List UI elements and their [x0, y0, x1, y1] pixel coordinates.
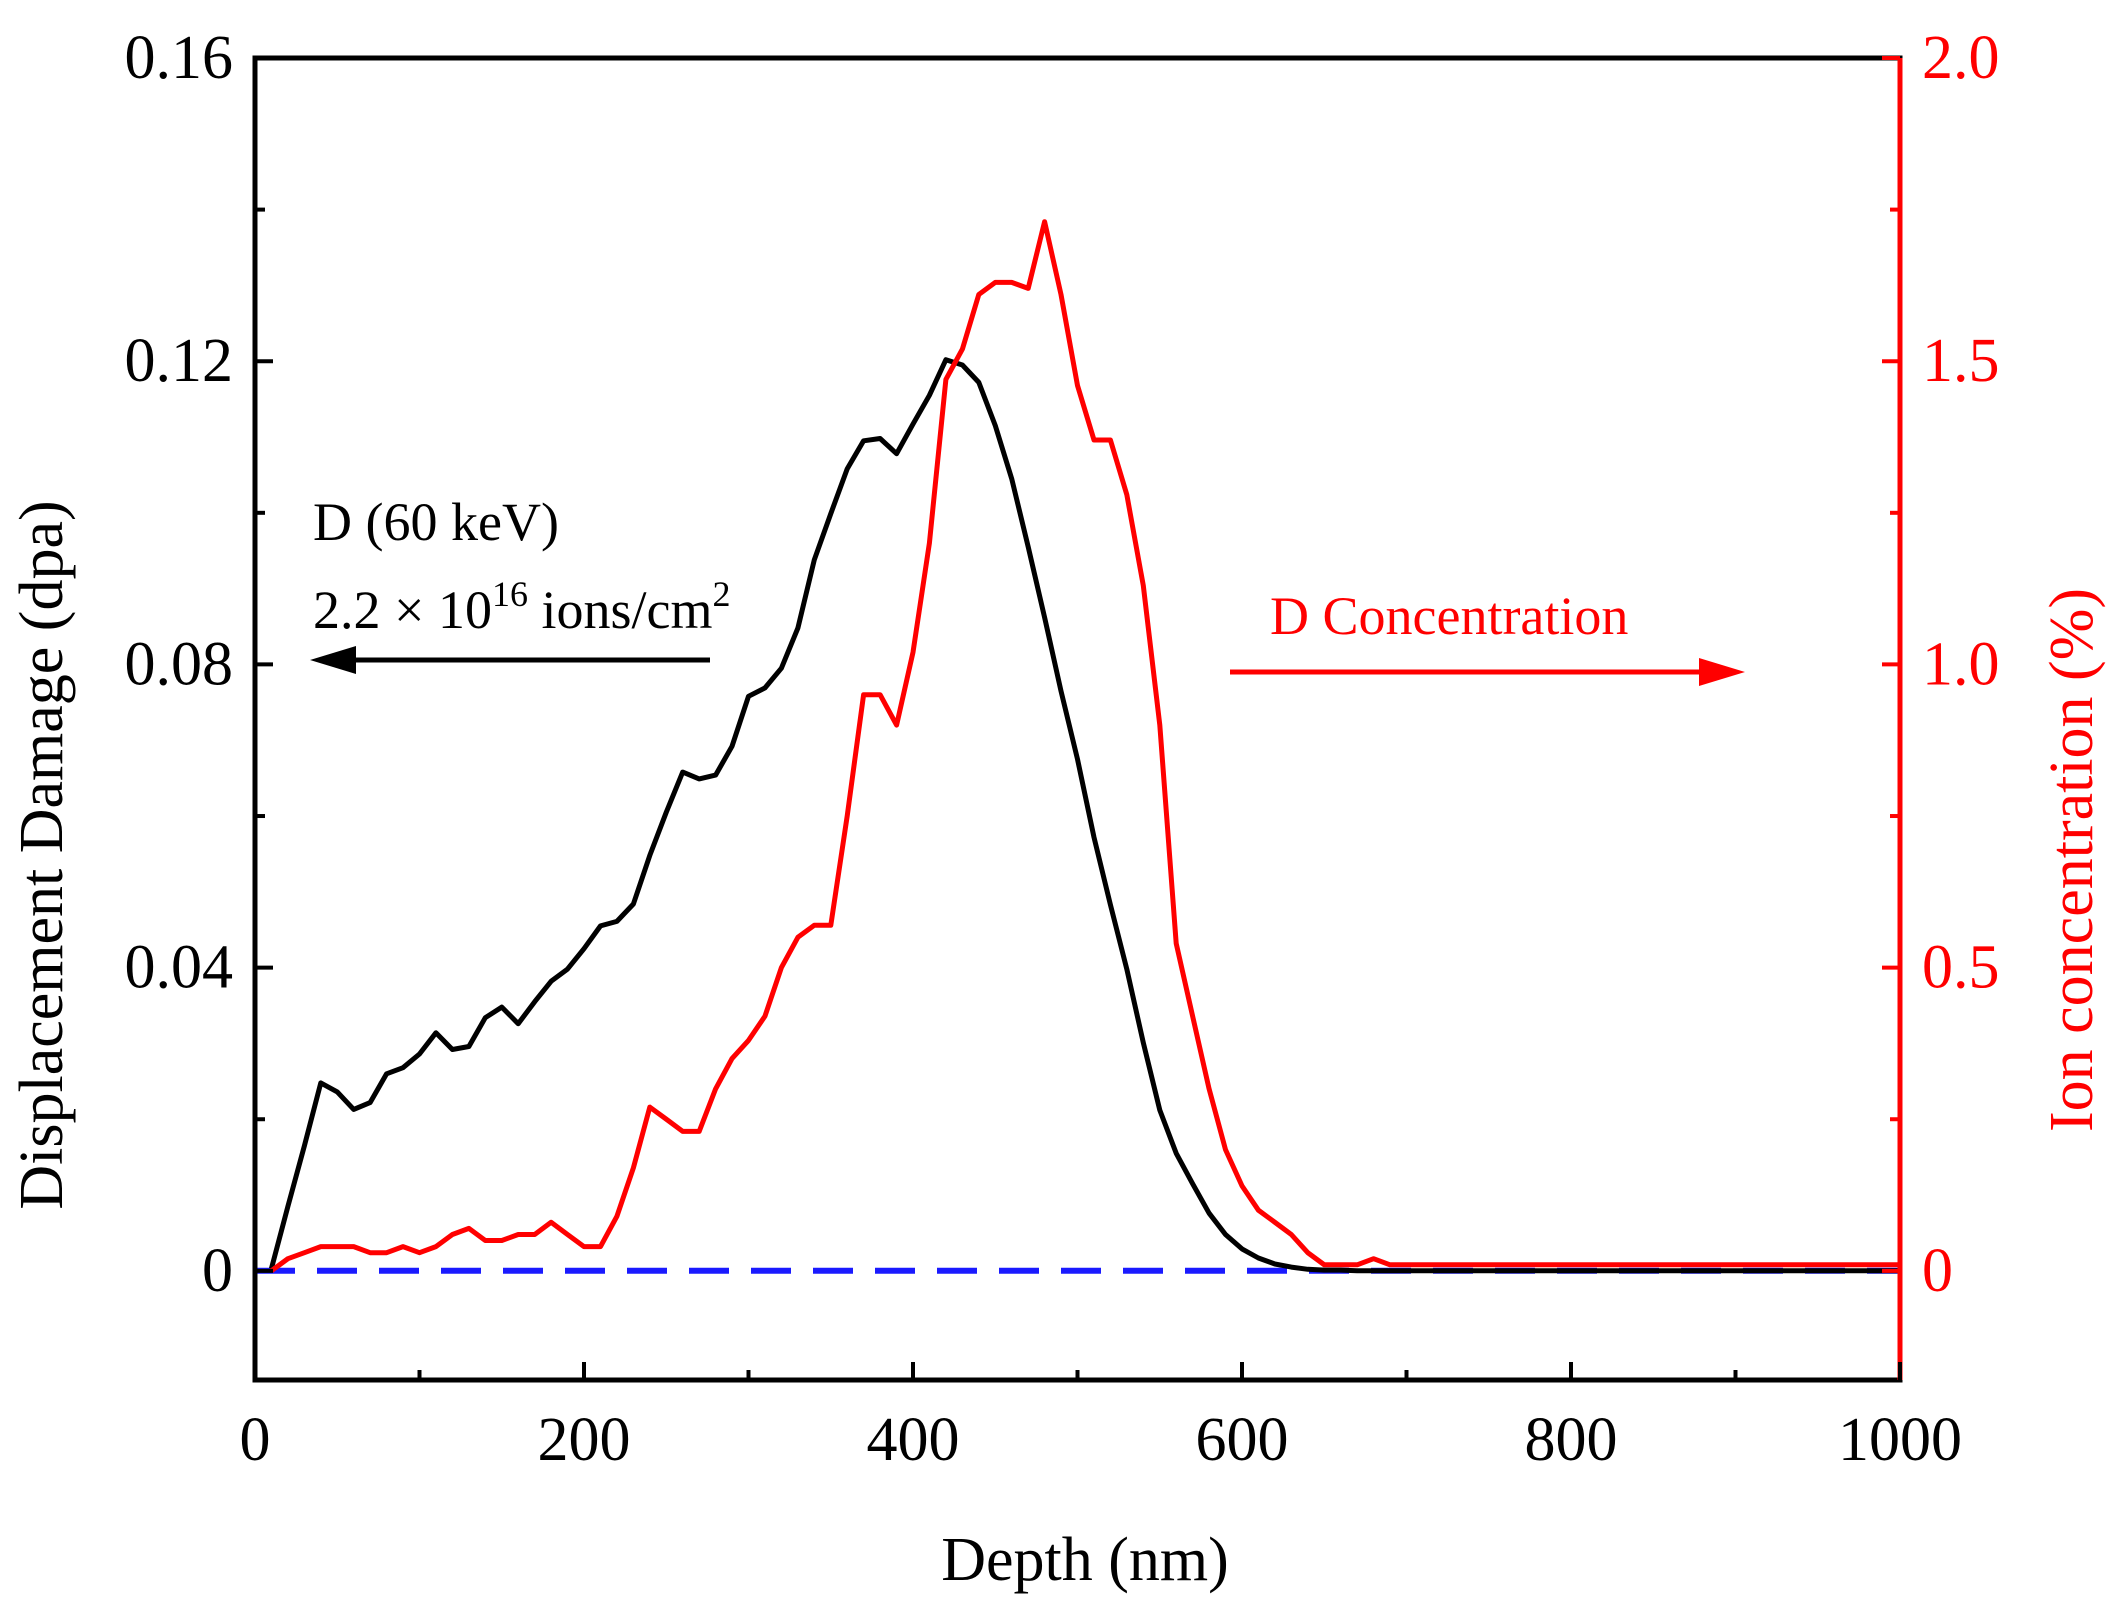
right-arrow: [1230, 658, 1745, 686]
x-tick-label: 400: [867, 1406, 960, 1474]
y-axis-title: Displacement Damage (dpa): [8, 500, 76, 1209]
plot-frame: [252, 55, 1903, 1383]
ion-label: D (60 keV): [313, 492, 559, 552]
series-line-1: [269, 219, 1900, 1273]
y-tick-label: 0.04: [125, 934, 234, 1002]
fluence-prefix: 2.2 × 10: [313, 580, 492, 640]
series-line-0: [268, 357, 1900, 1274]
y-tick-label: 0.16: [125, 24, 234, 92]
y2-tick-label: 1.0: [1922, 630, 2000, 698]
y-tick-label: 0: [202, 1237, 233, 1305]
x-axis-title: Depth (nm): [941, 1526, 1229, 1594]
y2-axis-title: Ion concentration (%): [2038, 588, 2106, 1132]
left-arrow-head: [310, 646, 356, 674]
y2-tick-label: 0: [1922, 1237, 1953, 1305]
x-tick-label: 1000: [1838, 1406, 1962, 1474]
ticks-layer: [253, 56, 1902, 1380]
x-tick-label: 200: [538, 1406, 631, 1474]
y2-tick-label: 2.0: [1922, 24, 2000, 92]
fluence-unit: ions/cm: [528, 580, 713, 640]
x-tick-label: 600: [1196, 1406, 1289, 1474]
concentration-label: D Concentration: [1270, 586, 1628, 646]
y2-tick-label: 1.5: [1922, 327, 2000, 395]
x-tick-label: 800: [1525, 1406, 1618, 1474]
series-layer: [268, 219, 1900, 1274]
y-tick-label: 0.08: [125, 630, 234, 698]
left-arrow: [310, 646, 710, 674]
fluence-exp: 16: [492, 574, 528, 614]
right-arrow-head: [1699, 658, 1745, 686]
fluence-label: 2.2 × 1016 ions/cm2: [313, 574, 730, 640]
y2-tick-label: 0.5: [1922, 934, 2000, 1002]
y-tick-label: 0.12: [125, 327, 234, 395]
fluence-unit-exp: 2: [712, 574, 730, 614]
labels-layer: 0 200 400 600 800 1000 0 0.04 0.08 0.12 0.16 0 0.5 1.…: [125, 24, 2000, 1474]
x-tick-label: 0: [240, 1406, 271, 1474]
